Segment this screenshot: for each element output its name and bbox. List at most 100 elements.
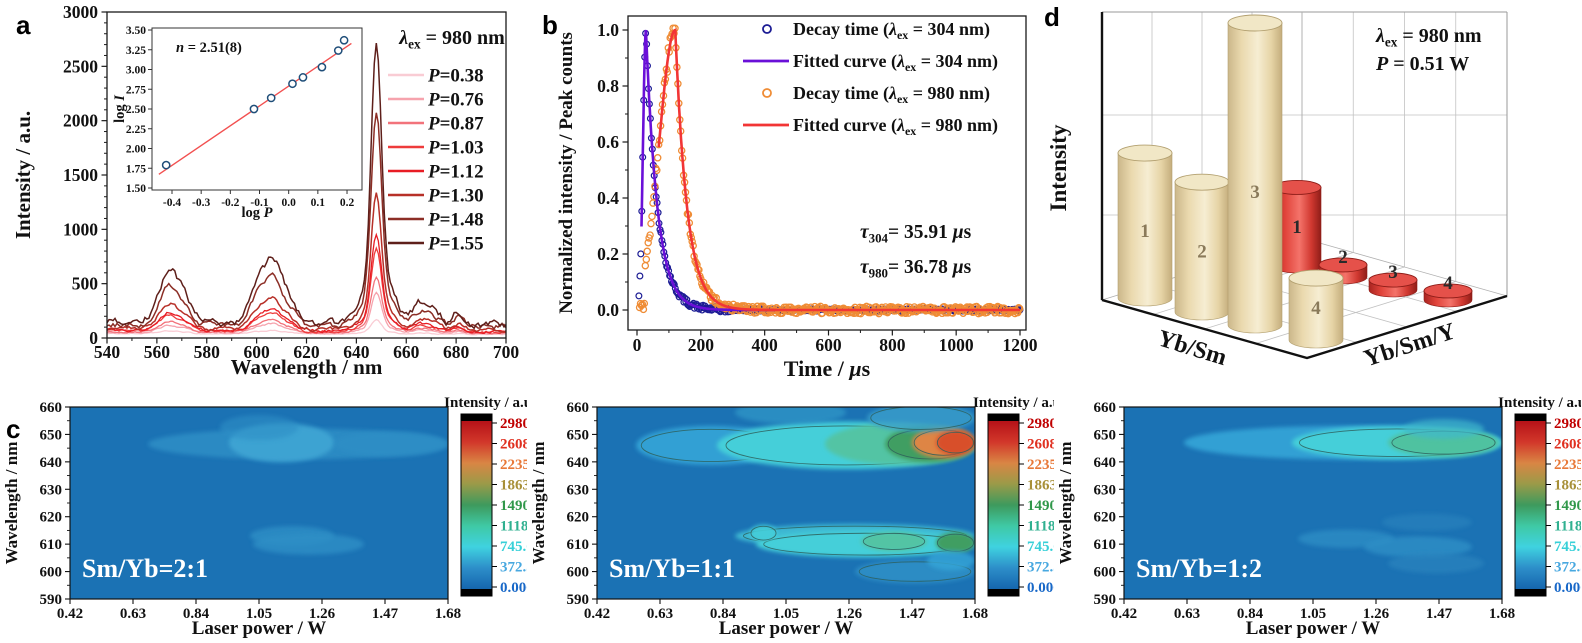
decay-point-304	[636, 272, 644, 280]
decay-point-980	[644, 238, 652, 247]
front-frame	[1100, 12, 1508, 360]
x-tick-label: 1.05	[246, 606, 272, 622]
colorbar-tick-label: 1490	[500, 498, 527, 514]
decay-point-980	[640, 299, 649, 308]
inset-x-tick-label: 0.1	[311, 197, 326, 209]
spectra-curves	[106, 43, 507, 336]
axes-a: 540 560 580 600 620 640 660 680 700 0 500 1000 1500 2…	[11, 2, 519, 379]
legend-label: Fitted curve (λex = 980 nm)	[793, 115, 998, 138]
colorbar-tick-label: 1863	[500, 478, 527, 494]
cylinder-top	[1117, 144, 1173, 162]
intensity-band	[735, 407, 846, 424]
y-tick-label: 640	[1094, 455, 1117, 471]
colorbar-cap-bottom	[461, 589, 492, 596]
y-axis-label: Wavelength / nm	[1056, 442, 1075, 565]
x-tick-label: 0.63	[1174, 606, 1200, 622]
x-axis-label: Laser power / W	[1246, 618, 1381, 639]
y-tick-label: 620	[567, 510, 590, 526]
x-axis-label: Wavelength / nm	[231, 355, 383, 379]
contour-line	[936, 431, 975, 454]
colorbar-tick-label: 1490	[1554, 498, 1581, 514]
intensity-band	[220, 414, 298, 441]
colorbar-cap-bottom	[1515, 589, 1546, 596]
intensity-band	[253, 533, 364, 555]
y-tick-label: 600	[567, 565, 590, 581]
y-tick-label: 1500	[63, 165, 98, 185]
y-tick-label: 0.0	[597, 300, 619, 320]
y-tick-label: 590	[1094, 592, 1117, 608]
y-tick-label: 620	[1094, 510, 1117, 526]
x-tick-label: 1.47	[372, 606, 399, 622]
x-tick-label: 1.26	[836, 606, 863, 622]
panel-label-d: d	[1044, 2, 1060, 32]
inset-x-tick-label: -0.2	[221, 197, 239, 209]
bar-number-label: 4	[1443, 273, 1453, 294]
inset-y-label: log I	[112, 94, 128, 123]
bar-Yb-Sm-Y-4: 4	[1423, 273, 1473, 308]
inset-x-tick-label: 0.2	[340, 197, 355, 209]
y-tick-label: 640	[40, 455, 63, 471]
legend-label: P=1.48	[427, 210, 484, 231]
x-tick-label: 0.84	[710, 606, 737, 622]
y-axis-label: Intensity / a.u.	[11, 111, 35, 239]
y-tick-label: 610	[40, 537, 63, 553]
intensity-band	[861, 531, 927, 552]
inset-y-tick-label: 2.00	[126, 144, 146, 156]
x-tick-label: 0.42	[584, 606, 610, 622]
cylinder-body	[1288, 277, 1344, 349]
colorbar-gradient	[1515, 421, 1546, 589]
cylinder-top	[1368, 272, 1418, 288]
bar-Yb-Sm-Y-3: 3	[1368, 262, 1418, 298]
legend-label: P=1.55	[427, 234, 484, 255]
y-tick-label: 630	[567, 482, 590, 498]
legend-label: P=0.76	[427, 90, 484, 111]
colorbar-tick-label: 1118	[500, 519, 527, 535]
axes-c1: 590 600 610 620 630 640 650 660 0.42 0.63 0.84 1.05…	[529, 400, 988, 639]
intensity-band	[936, 430, 975, 456]
decay-point-980	[649, 199, 657, 207]
spectrum-curve	[106, 112, 507, 331]
plot-box	[627, 15, 1027, 331]
y-tick-label: 500	[72, 274, 99, 294]
colorbar-tick-label: 1863	[1554, 478, 1581, 494]
inset-data-point	[339, 35, 349, 45]
y-tick-label: 590	[567, 592, 590, 608]
inset-y-tick-label: 1.50	[126, 183, 146, 195]
x-tick-label: 1.68	[435, 606, 461, 622]
x-tick-label: 1.05	[773, 606, 799, 622]
colorbar-gradient	[988, 421, 1019, 589]
cylinder-top	[1288, 269, 1344, 287]
inset-data-point	[161, 160, 171, 170]
x-tick-label: 1.26	[1363, 606, 1390, 622]
colorbar-tick-label: 0.000	[500, 580, 527, 596]
y-tick-label: 2000	[63, 111, 98, 131]
cylinder-bars: 1 2 3 1 4 2 3 4	[1117, 14, 1473, 349]
intensity-band	[1403, 419, 1484, 439]
composition-label: Sm/Yb=1:2	[1136, 554, 1262, 583]
intensity-band	[1388, 553, 1484, 574]
contour-line	[858, 561, 972, 582]
colorbar-tick-label: 745.0	[1554, 539, 1581, 555]
x-tick-label: 1.47	[899, 606, 926, 622]
y-tick-label: 650	[567, 427, 590, 443]
x-tick-label: 0.63	[647, 606, 673, 622]
panel-c-contour-sm-yb-1-2: 590 600 610 620 630 640 650 660 0.42 0.63 0.84 1.05…	[1056, 395, 1581, 639]
inset-data-point	[317, 62, 327, 72]
decay-point-980	[653, 154, 662, 162]
cylinder-body	[1227, 22, 1283, 334]
y-tick-label: 660	[1094, 400, 1117, 416]
y-tick-label: 0.8	[597, 76, 619, 96]
spectrum-curve	[106, 43, 507, 330]
legend-label: Fitted curve (λex = 304 nm)	[793, 51, 998, 74]
decay-point-980	[884, 304, 893, 312]
condition-annotation: λex = 980 nm	[1375, 25, 1482, 49]
y-tick-label: 2500	[63, 56, 98, 76]
y-axis-label: Normalized intensity / Peak counts	[556, 32, 577, 314]
panel-label-c: c	[6, 414, 21, 444]
legend-label: Decay time (λex = 304 nm)	[793, 19, 990, 42]
legend-label: Decay time (λex = 980 nm)	[793, 83, 990, 106]
axes-b: 0 200 400 600 800 1000 1200 0.0 0.2 0.4 0.6 0.8 1.0 T…	[556, 15, 1038, 380]
y-tick-label: 600	[1094, 565, 1117, 581]
x-tick-label: 600	[815, 335, 842, 355]
bar-number-label: 1	[1140, 221, 1150, 242]
